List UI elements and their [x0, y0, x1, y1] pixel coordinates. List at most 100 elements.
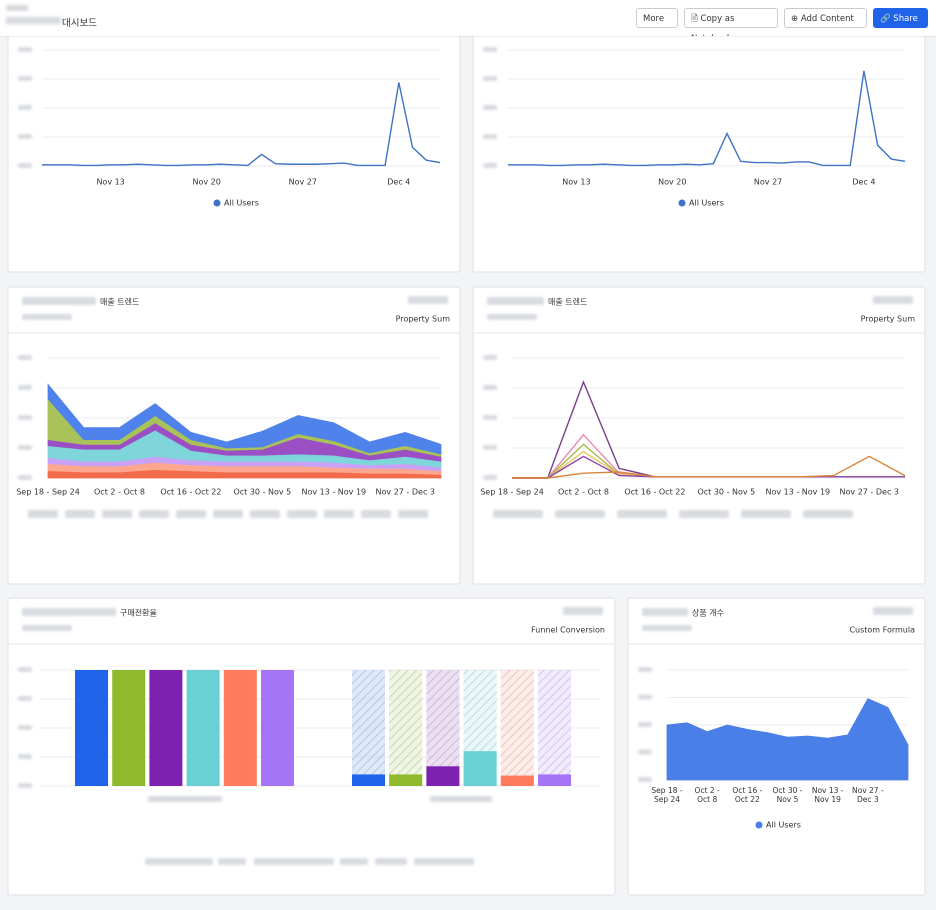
x-tick-label: Nov 13: [96, 178, 124, 187]
x-tick-label: Oct 30 - Nov 5: [697, 488, 755, 497]
blurred-text: [18, 667, 32, 672]
blurred-text: [430, 796, 492, 802]
x-tick-label: Oct 30 - Nov 5: [772, 786, 803, 804]
blurred-text: [414, 858, 474, 865]
legend-label: All Users: [766, 821, 801, 830]
blurred-text: [483, 475, 497, 480]
bar: [261, 670, 294, 786]
blurred-text: [65, 510, 95, 518]
x-tick-label: Nov 13 - Nov 19: [301, 488, 366, 497]
blurred-text: [483, 163, 497, 168]
blurred-text: [638, 722, 652, 727]
x-tick-label: Nov 13: [562, 178, 590, 187]
x-tick-label: Nov 27 - Dec 3: [376, 488, 435, 497]
area-series: [47, 383, 442, 455]
x-tick-label: Sep 18 - Sep 24: [16, 488, 80, 497]
panel-badge: Property Sum: [861, 315, 916, 324]
blurred-text: [642, 608, 688, 616]
x-tick-label: Oct 2 - Oct 8: [694, 786, 720, 804]
blurred-text: [638, 694, 652, 700]
x-tick-label: Nov 27: [754, 178, 782, 187]
blurred-text: [18, 725, 32, 730]
blurred-text: [287, 510, 317, 518]
x-tick-label: Dec 4: [387, 178, 410, 187]
bar-hatch: [389, 670, 423, 786]
legend-swatch: [678, 199, 686, 207]
blurred-text: [487, 314, 537, 320]
blurred-text: [102, 510, 132, 518]
blurred-text: [250, 510, 280, 518]
legend-label: All Users: [689, 199, 724, 208]
legend-swatch: [213, 199, 221, 207]
blurred-text: [18, 134, 32, 139]
blurred-text: [145, 858, 213, 865]
blurred-text: [139, 510, 169, 518]
blurred-text: [340, 858, 368, 865]
x-label-box: Nov 13 - Nov 19: [811, 786, 844, 804]
bar: [186, 670, 220, 786]
blurred-text: [483, 47, 497, 52]
blurred-text: [493, 510, 543, 518]
panel-title: 매출 트렌드: [100, 297, 139, 307]
blurred-text: [176, 510, 206, 518]
blurred-text: [741, 510, 791, 518]
blurred-text: [555, 510, 605, 518]
panel: [7, 36, 461, 273]
blurred-text: [18, 415, 32, 420]
bar: [75, 670, 108, 786]
blurred-text: [617, 510, 667, 518]
x-tick-label: Oct 2 - Oct 8: [94, 488, 145, 497]
share-button[interactable]: 🔗 Share: [873, 8, 928, 28]
bar: [500, 775, 534, 786]
blurred-text: [642, 625, 692, 631]
panel: [7, 286, 461, 585]
bar: [149, 670, 183, 786]
blurred-text: [18, 355, 32, 360]
blurred-text: [679, 510, 729, 518]
bar: [463, 751, 497, 786]
legend-label: All Users: [224, 199, 259, 208]
x-tick-label: Oct 2 - Oct 8: [558, 488, 609, 497]
blurred-text: [18, 754, 32, 759]
blurred-text: [18, 445, 32, 450]
blurred-text: [361, 510, 391, 518]
blurred-text: [22, 625, 72, 631]
header: 대시보드 More ▾ 🗎 Copy as Notebook ⊕ Add Con…: [0, 0, 936, 44]
blurred-text: [22, 608, 116, 616]
blurred-text: [483, 445, 497, 450]
blurred-text: [483, 415, 497, 420]
blurred-text: [6, 17, 61, 24]
more-button[interactable]: More ▾: [636, 8, 678, 44]
x-tick-label: Nov 20: [193, 178, 221, 187]
x-label-box: Oct 16 - Oct 22: [732, 786, 763, 804]
x-tick-label: Nov 27 - Dec 3: [852, 786, 884, 804]
blurred-text: [18, 76, 32, 81]
panel-badge: Funnel Conversion: [531, 626, 605, 635]
copy-notebook-button[interactable]: 🗎 Copy as Notebook: [684, 8, 778, 44]
blurred-text: [873, 296, 913, 304]
blurred-text: [638, 749, 652, 755]
blurred-text: [6, 5, 28, 11]
more-label: More: [643, 14, 665, 24]
blurred-text: [18, 475, 32, 480]
bar: [223, 670, 257, 786]
blurred-text: [18, 783, 32, 788]
share-label: Share: [893, 14, 918, 24]
line-series: [508, 70, 906, 167]
blurred-text: [18, 163, 32, 168]
dashboard-title: 대시보드: [62, 18, 97, 29]
x-tick-label: Sep 18 - Sep 24: [480, 488, 544, 497]
x-tick-label: Oct 16 - Oct 22: [732, 786, 763, 804]
legend-swatch: [755, 821, 763, 829]
blurred-text: [18, 47, 32, 52]
add-content-button[interactable]: ⊕ Add Content ▾: [784, 8, 867, 44]
blurred-text: [873, 607, 913, 615]
blurred-text: [18, 696, 32, 701]
x-label-box: Oct 2 - Oct 8: [694, 786, 720, 804]
line-series: [42, 82, 441, 167]
panel: [472, 286, 926, 585]
x-tick-label: Nov 13 - Nov 19: [811, 786, 844, 804]
panel: [472, 36, 926, 273]
x-label-box: Sep 18 - Sep 24: [651, 786, 682, 804]
